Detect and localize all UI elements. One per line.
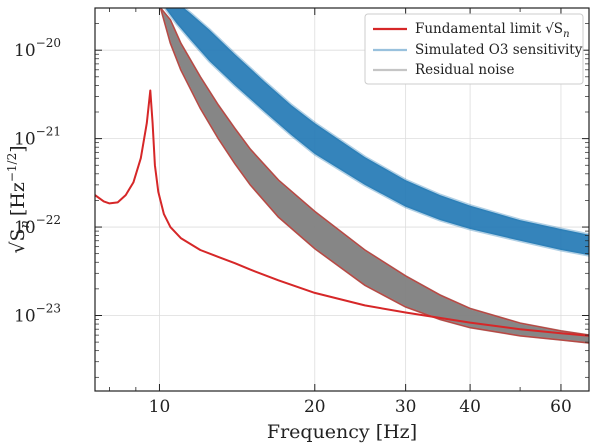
x-tick-label: 10 bbox=[149, 397, 171, 417]
legend: Fundamental limit √Sn Simulated O3 sensit… bbox=[364, 13, 584, 85]
legend-label-fundamental-limit-math: √S bbox=[545, 21, 563, 37]
y-tick-label-exp: −23 bbox=[36, 301, 61, 315]
series-fundamental-limit-line bbox=[95, 89, 589, 337]
series-residual-noise-upper-edge bbox=[159, 8, 589, 336]
y-axis-label-exp: −1/2 bbox=[5, 153, 19, 182]
legend-label-fundamental-limit: Fundamental limit √Sn bbox=[415, 21, 570, 40]
legend-label-simulated-o3: Simulated O3 sensitivity bbox=[415, 42, 583, 58]
y-axis-label-main: √S bbox=[7, 229, 29, 254]
legend-box bbox=[364, 13, 584, 85]
y-axis-label-units: [Hz bbox=[7, 182, 29, 216]
y-axis-label-sub: n bbox=[18, 220, 33, 228]
x-tick-label: 20 bbox=[304, 397, 326, 417]
legend-label-residual-noise: Residual noise bbox=[415, 62, 514, 78]
y-axis-label-close: ] bbox=[7, 145, 29, 152]
y-axis-label: √Sn [Hz−1/2] bbox=[5, 145, 33, 253]
y-tick-label-exp: −20 bbox=[36, 36, 61, 50]
y-tick-label-exp: −21 bbox=[36, 125, 61, 139]
plot-area bbox=[95, 8, 589, 344]
x-tick-label: 60 bbox=[550, 397, 572, 417]
legend-label-fundamental-limit-name: Fundamental limit bbox=[415, 21, 542, 37]
series-residual-noise-lower-edge bbox=[159, 8, 589, 344]
y-tick-label-exp: −22 bbox=[36, 213, 61, 227]
plot-frame bbox=[94, 7, 590, 392]
series-simulated-o3-band bbox=[164, 8, 589, 257]
x-axis-label: Frequency [Hz] bbox=[267, 421, 417, 443]
x-tick-label: 40 bbox=[459, 397, 481, 417]
x-tick-label: 30 bbox=[395, 397, 417, 417]
legend-label-fundamental-limit-sub: n bbox=[563, 29, 569, 40]
